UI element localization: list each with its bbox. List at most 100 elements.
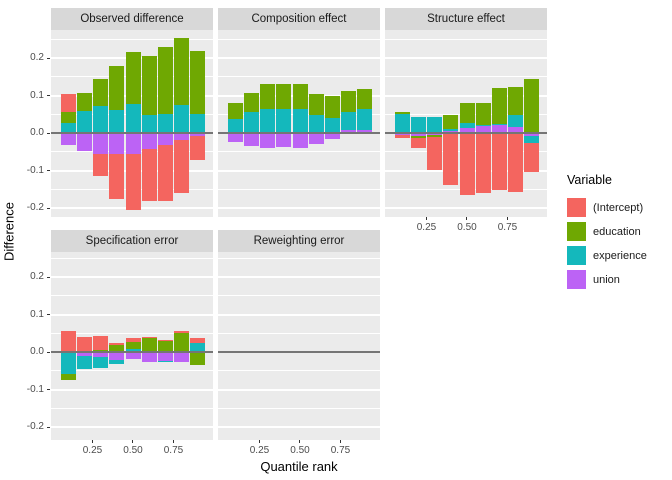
bar-segment [60, 133, 76, 145]
y-tick-mark [47, 170, 50, 171]
major-gridline [218, 57, 380, 59]
bar-segment [443, 133, 459, 186]
bar-segment [308, 133, 324, 144]
legend-item-union: union [567, 270, 671, 289]
bar-segment [125, 349, 141, 352]
legend: Variable (Intercept) education experienc… [567, 173, 671, 294]
bar-segment [308, 115, 324, 133]
bar-segment [227, 133, 243, 142]
facet-panel-structure-effect: Structure effect [385, 8, 547, 217]
plot-area-specification-error [51, 252, 213, 440]
bar-segment [109, 133, 125, 154]
bar-segment [60, 111, 76, 123]
bar-segment [292, 133, 308, 149]
bar-segment [190, 50, 206, 115]
x-tick-label: 0.50 [123, 445, 143, 456]
major-gridline [385, 94, 547, 97]
y-tick-label: -0.2 [26, 202, 44, 213]
zero-baseline [51, 351, 213, 353]
bar-segment [475, 124, 491, 127]
major-gridline [51, 313, 213, 316]
minor-gridline [218, 76, 380, 78]
bar-segment [524, 136, 540, 143]
facet-panel-specification-error: Specification error [51, 230, 213, 440]
y-tick-label: 0.1 [30, 308, 44, 320]
bar-segment [292, 109, 308, 133]
plot-area-structure-effect [385, 30, 547, 217]
bar-segment [260, 133, 276, 148]
legend-label: experience [593, 249, 647, 262]
bar-segment [141, 338, 157, 351]
bar-segment [227, 103, 243, 120]
bar-segment [125, 104, 141, 133]
bar-segment [276, 109, 292, 133]
bar-segment [93, 352, 109, 357]
x-axis-title: Quantile rank [260, 459, 338, 474]
bar-segment [141, 337, 157, 339]
bar-segment [77, 337, 93, 352]
bar-segment [60, 374, 76, 381]
bar-segment [141, 133, 157, 149]
major-gridline [218, 207, 380, 209]
x-tick-label: 0.25 [82, 445, 103, 456]
bar-segment [158, 46, 174, 114]
y-tick-mark [47, 426, 50, 428]
bar-segment [524, 133, 540, 136]
y-tick-mark [47, 132, 50, 134]
bar-segment [77, 92, 93, 112]
major-gridline [218, 426, 380, 428]
bar-segment [93, 79, 109, 106]
facet-strip: Structure effect [385, 8, 547, 30]
bar-segment [190, 135, 206, 160]
bar-segment [357, 130, 373, 133]
bar-segment [357, 89, 373, 110]
bar-segment [77, 111, 93, 133]
minor-gridline [385, 76, 547, 78]
facet-strip: Composition effect [218, 8, 380, 30]
legend-item-education: education [567, 222, 671, 241]
major-gridline [218, 313, 380, 316]
bar-segment [427, 116, 443, 133]
bar-segment [357, 109, 373, 130]
swatch-union-icon [567, 270, 586, 289]
bar-segment [190, 342, 206, 352]
bar-segment [341, 90, 357, 112]
bar-segment [93, 356, 109, 369]
bar-segment [158, 361, 174, 363]
x-tick-mark [258, 440, 260, 443]
bar-segment [244, 93, 260, 113]
legend-label: union [593, 273, 620, 286]
major-gridline [51, 426, 213, 428]
bar-segment [325, 117, 341, 133]
minor-gridline [51, 295, 213, 297]
x-tick-label: 0.50 [290, 445, 310, 456]
facet-strip: Observed difference [51, 8, 213, 30]
bar-segment [125, 153, 141, 210]
bar-segment [459, 103, 475, 124]
minor-gridline [218, 295, 380, 297]
bar-segment [508, 86, 524, 116]
bar-segment [459, 123, 475, 128]
minor-gridline [51, 38, 213, 40]
major-gridline [218, 169, 380, 172]
plot-area-observed-difference [51, 30, 213, 217]
zero-baseline [51, 132, 213, 134]
bar-segment [475, 126, 491, 133]
x-tick-mark [466, 217, 468, 220]
bar-segment [524, 79, 540, 133]
bar-segment [411, 116, 427, 133]
bar-segment [158, 352, 174, 361]
y-tick-mark [47, 351, 50, 353]
bar-segment [77, 352, 93, 357]
bar-segment [158, 113, 174, 133]
y-tick-label: 0.0 [30, 127, 44, 138]
minor-gridline [51, 332, 213, 334]
bar-segment [190, 352, 206, 365]
bar-segment [158, 133, 174, 145]
x-tick-mark [506, 217, 508, 220]
swatch-intercept-icon [567, 198, 586, 217]
bar-segment [109, 344, 125, 352]
bar-segment [93, 335, 109, 351]
major-gridline [51, 276, 213, 278]
facet-title: Composition effect [251, 13, 347, 25]
